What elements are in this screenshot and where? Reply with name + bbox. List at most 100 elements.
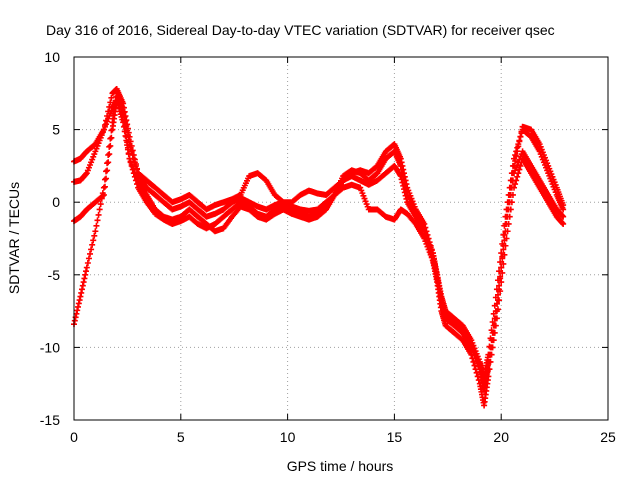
y-tick-label: 0 [52, 194, 60, 210]
data-point [145, 201, 148, 204]
data-point [196, 215, 200, 218]
data-point [145, 186, 148, 189]
data-point [153, 212, 157, 216]
data-point [205, 227, 208, 230]
data-point [341, 174, 345, 178]
data-point [367, 208, 370, 211]
data-point [376, 208, 379, 211]
data-point [256, 212, 259, 216]
data-point [350, 183, 353, 186]
data-point [444, 314, 447, 317]
data-point [162, 193, 165, 197]
data-point [171, 201, 174, 204]
data-point [546, 193, 550, 197]
data-point [350, 169, 353, 172]
series-track-b [71, 97, 567, 409]
data-point [341, 179, 345, 182]
data-point [290, 212, 294, 216]
data-point [111, 128, 114, 131]
data-point [265, 179, 268, 182]
plot-border [73, 56, 609, 421]
y-tick-label: -5 [48, 267, 61, 283]
x-tick-label: 0 [70, 429, 78, 445]
data-point [282, 208, 285, 211]
data-point [307, 215, 311, 218]
data-point [85, 150, 89, 153]
data-point [538, 179, 541, 182]
data-point [94, 201, 97, 204]
data-point [179, 205, 182, 208]
data-point [282, 201, 285, 204]
data-point [470, 343, 473, 346]
data-point [423, 230, 426, 233]
data-point [188, 215, 191, 218]
data-point [399, 208, 403, 211]
data-point [265, 215, 268, 218]
data-point [230, 208, 234, 211]
data-point [85, 266, 89, 269]
data-point [230, 198, 234, 201]
data-point [188, 208, 191, 211]
x-axis-label: GPS time / hours [287, 458, 394, 474]
data-point [406, 212, 409, 216]
data-point [205, 208, 208, 211]
data-point [316, 192, 319, 195]
data-point [399, 164, 403, 168]
data-point [453, 320, 456, 323]
data-point [538, 142, 541, 146]
data-point [299, 208, 302, 211]
data-point [136, 171, 140, 175]
data-point [561, 222, 565, 226]
data-point [478, 382, 482, 385]
data-point [461, 338, 464, 342]
data-point [188, 193, 191, 197]
data-point [333, 193, 336, 197]
data-point [561, 208, 565, 211]
data-point [341, 186, 345, 189]
data-point [495, 309, 499, 313]
data-point [128, 135, 131, 139]
data-point [230, 215, 234, 218]
data-point [555, 208, 558, 211]
data-point [431, 251, 435, 255]
data-point [414, 215, 417, 218]
data-point [153, 193, 157, 197]
data-point [94, 230, 97, 233]
data-point [290, 205, 294, 208]
data-point [393, 150, 396, 153]
data-point [546, 201, 550, 204]
data-point [521, 157, 524, 160]
data-point [546, 164, 550, 168]
data-point [94, 142, 97, 146]
data-point [440, 299, 443, 303]
data-point [115, 87, 118, 91]
data-point [179, 215, 182, 218]
data-point [359, 186, 362, 189]
data-point [529, 171, 533, 175]
data-point [145, 179, 148, 182]
data-point [316, 212, 319, 216]
data-point [482, 404, 486, 407]
data-point [414, 222, 417, 226]
data-point [239, 201, 242, 204]
data-point [121, 102, 125, 105]
data-point [529, 164, 533, 168]
data-point [307, 189, 311, 192]
data-point [79, 157, 82, 160]
plot-background [74, 57, 608, 420]
data-point [213, 230, 217, 233]
data-point [453, 331, 456, 335]
data-point [273, 208, 276, 211]
data-point [529, 135, 533, 139]
data-point [247, 174, 251, 178]
data-point [256, 205, 259, 208]
data-point [504, 222, 507, 226]
data-point [85, 171, 89, 175]
data-point [561, 203, 565, 207]
data-point [487, 367, 490, 371]
data-point [136, 186, 140, 189]
data-point [79, 179, 82, 182]
chart-title: Day 316 of 2016, Sidereal Day-to-day VTE… [46, 22, 555, 38]
data-point [521, 150, 524, 153]
